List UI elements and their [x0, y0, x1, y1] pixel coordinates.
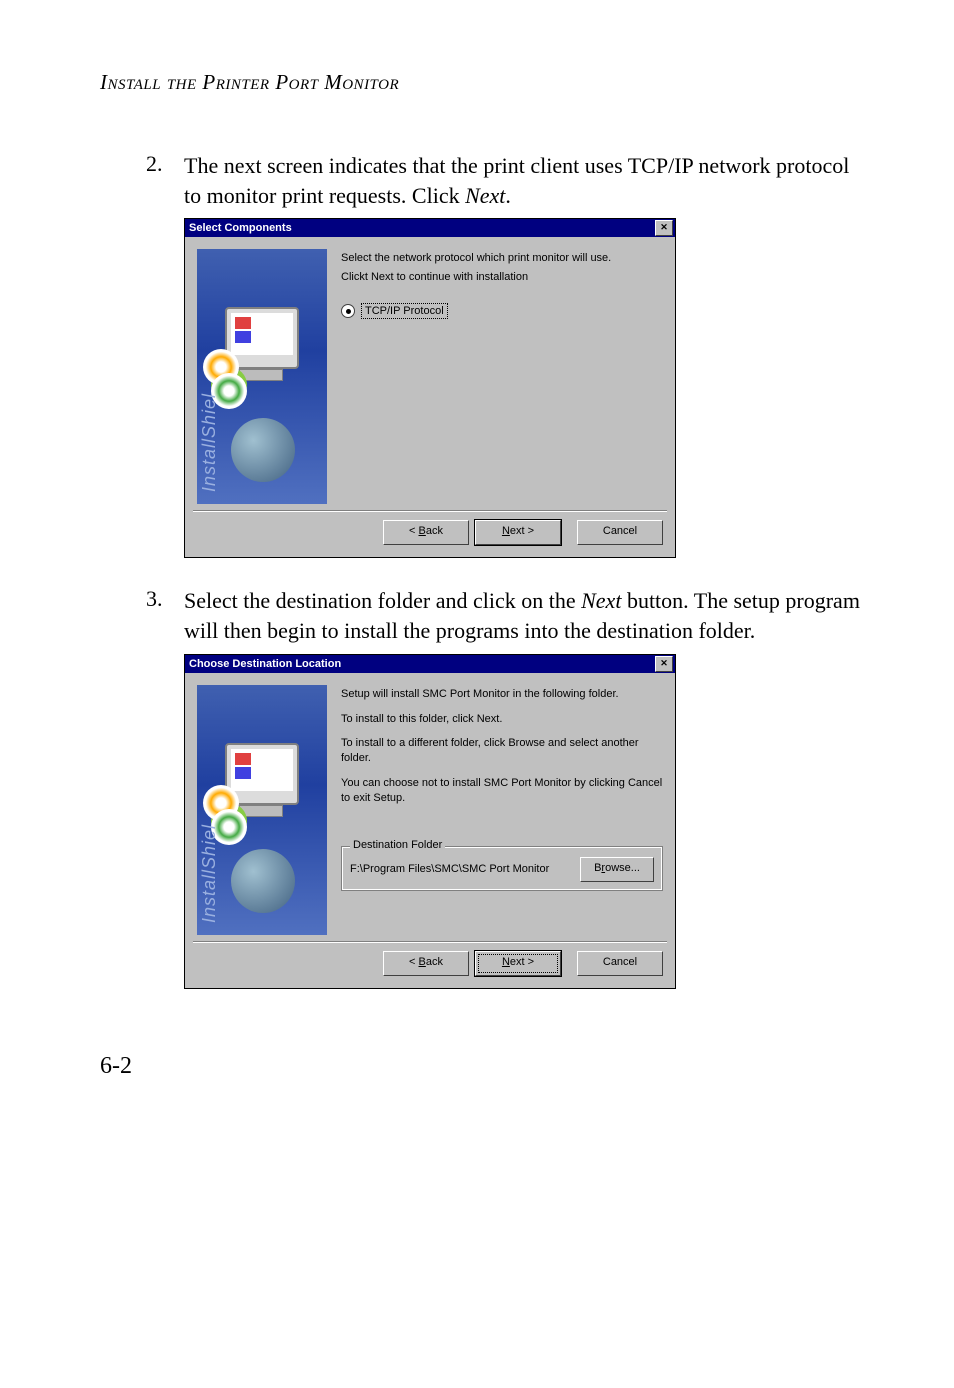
- text: The next screen indicates that the print…: [184, 153, 849, 208]
- discs-icon: [203, 349, 239, 385]
- dialog-title: Select Components: [189, 222, 292, 234]
- installshield-label: InstallShiel: [199, 824, 220, 923]
- group-label: Destination Folder: [350, 839, 445, 851]
- wizard-image: InstallShiel: [197, 685, 327, 935]
- close-icon[interactable]: ✕: [655, 220, 673, 236]
- globe-icon: [231, 849, 295, 913]
- instruction-text: To install to this folder, click Next.: [341, 712, 663, 727]
- browse-button[interactable]: Browse...: [580, 857, 654, 882]
- page: Install the Printer Port Monitor 2. The …: [0, 0, 954, 1120]
- globe-icon: [231, 418, 295, 482]
- titlebar[interactable]: Choose Destination Location ✕: [185, 655, 675, 673]
- step-text: Select the destination folder and click …: [184, 586, 864, 645]
- text-italic: Next: [581, 588, 621, 613]
- instruction-text: Clickt Next to continue with installatio…: [341, 270, 663, 285]
- titlebar[interactable]: Select Components ✕: [185, 219, 675, 237]
- protocol-radio[interactable]: TCP/IP Protocol: [341, 303, 663, 319]
- select-components-dialog: Select Components ✕ InstallShiel Select …: [184, 218, 676, 558]
- back-button[interactable]: < Back: [383, 951, 469, 976]
- next-button[interactable]: Next >: [475, 520, 561, 545]
- choose-destination-dialog: Choose Destination Location ✕ InstallShi…: [184, 654, 676, 989]
- step-number: 3.: [146, 586, 184, 645]
- text: .: [505, 183, 511, 208]
- dialog-body: InstallShiel Select the network protocol…: [185, 237, 675, 510]
- monitor-base-icon: [239, 369, 283, 381]
- step-3: 3. Select the destination folder and cli…: [146, 586, 864, 645]
- radio-icon[interactable]: [341, 304, 355, 318]
- step-text: The next screen indicates that the print…: [184, 151, 864, 210]
- instruction-text: To install to a different folder, click …: [341, 736, 663, 766]
- button-row: < Back Next > Cancel: [185, 943, 675, 988]
- radio-label: TCP/IP Protocol: [361, 303, 448, 319]
- step-number: 2.: [146, 151, 184, 210]
- cancel-button[interactable]: Cancel: [577, 520, 663, 545]
- destination-folder-group: Destination Folder F:\Program Files\SMC\…: [341, 846, 663, 891]
- page-number: 6-2: [100, 1053, 864, 1080]
- wizard-image: InstallShiel: [197, 249, 327, 504]
- destination-path: F:\Program Files\SMC\SMC Port Monitor: [350, 863, 549, 875]
- monitor-base-icon: [239, 805, 283, 817]
- cancel-button[interactable]: Cancel: [577, 951, 663, 976]
- section-title: Install the Printer Port Monitor: [100, 70, 864, 95]
- text-italic: Next: [465, 183, 505, 208]
- back-button[interactable]: < Back: [383, 520, 469, 545]
- dialog-title: Choose Destination Location: [189, 658, 341, 670]
- discs-icon: [203, 785, 239, 821]
- instruction-text: You can choose not to install SMC Port M…: [341, 776, 663, 806]
- dialog-content: Select the network protocol which print …: [341, 249, 663, 504]
- next-button[interactable]: Next >: [475, 951, 561, 976]
- close-icon[interactable]: ✕: [655, 656, 673, 672]
- installshield-label: InstallShiel: [199, 393, 220, 492]
- button-row: < Back Next > Cancel: [185, 512, 675, 557]
- text: Select the destination folder and click …: [184, 588, 581, 613]
- instruction-text: Setup will install SMC Port Monitor in t…: [341, 687, 663, 702]
- group-row: F:\Program Files\SMC\SMC Port Monitor Br…: [350, 857, 654, 882]
- instruction-text: Select the network protocol which print …: [341, 251, 663, 266]
- dialog-content: Setup will install SMC Port Monitor in t…: [341, 685, 663, 935]
- step-2: 2. The next screen indicates that the pr…: [146, 151, 864, 210]
- dialog-body: InstallShiel Setup will install SMC Port…: [185, 673, 675, 941]
